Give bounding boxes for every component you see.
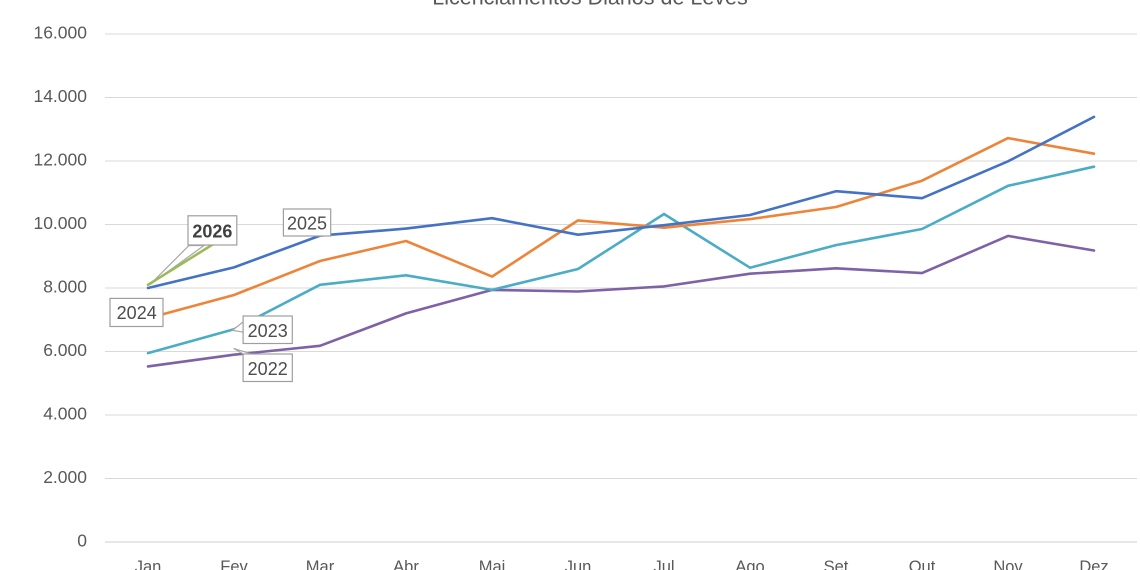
svg-text:2022: 2022	[248, 359, 288, 379]
svg-text:Mar: Mar	[306, 558, 335, 570]
svg-text:4.000: 4.000	[43, 403, 87, 423]
svg-text:10.000: 10.000	[33, 213, 87, 233]
svg-text:8.000: 8.000	[43, 276, 87, 296]
svg-text:0: 0	[77, 530, 87, 550]
svg-text:Abr: Abr	[393, 558, 419, 570]
svg-text:12.000: 12.000	[33, 149, 87, 169]
svg-text:Jan: Jan	[135, 558, 162, 570]
svg-text:2026: 2026	[192, 221, 232, 241]
svg-text:6.000: 6.000	[43, 340, 87, 360]
svg-text:16.000: 16.000	[33, 22, 87, 42]
svg-text:2023: 2023	[248, 321, 288, 341]
svg-text:Fev: Fev	[220, 558, 248, 570]
svg-text:14.000: 14.000	[33, 86, 87, 106]
svg-text:Mai: Mai	[479, 558, 506, 570]
svg-text:2025: 2025	[287, 214, 327, 234]
svg-text:Jul: Jul	[653, 558, 674, 570]
svg-text:Licenciamentos Diários de Leve: Licenciamentos Diários de Leves	[432, 0, 748, 10]
svg-text:2024: 2024	[117, 303, 157, 323]
svg-text:Set: Set	[824, 558, 849, 570]
svg-text:Dez: Dez	[1079, 558, 1108, 570]
svg-text:2.000: 2.000	[43, 467, 87, 487]
svg-text:Out: Out	[909, 558, 936, 570]
svg-text:Nov: Nov	[993, 558, 1023, 570]
svg-text:Jun: Jun	[565, 558, 592, 570]
svg-text:Ago: Ago	[735, 558, 764, 570]
